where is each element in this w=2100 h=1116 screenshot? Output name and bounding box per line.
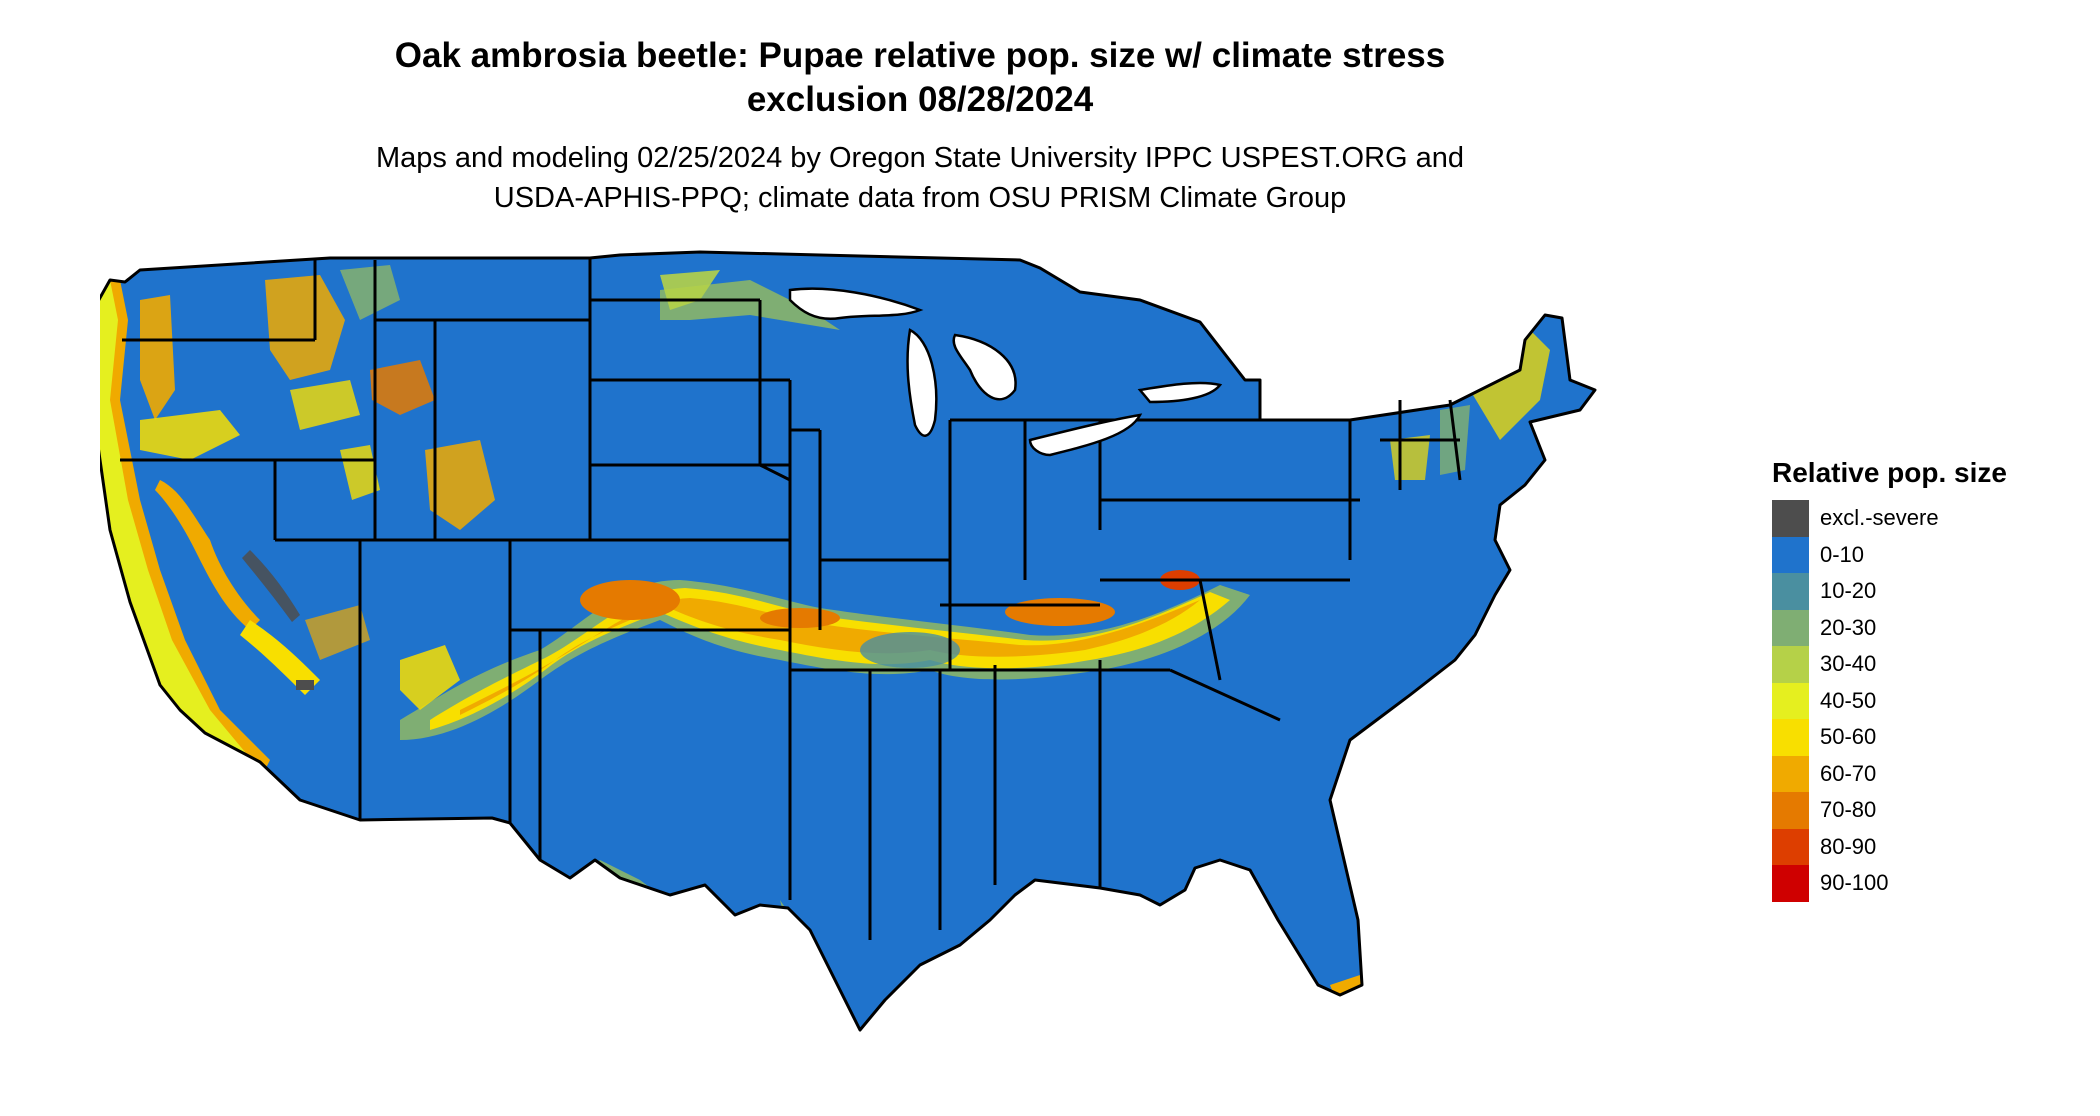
legend-label: 80-90 [1820, 833, 1877, 859]
maine-band [1470, 330, 1550, 440]
map-legend: Relative pop. size excl.-severe 0-10 10-20… [1772, 456, 2007, 902]
lake-ontario [1137, 381, 1223, 404]
nm-patch [400, 645, 460, 710]
legend-item: 70-80 [1772, 792, 2007, 829]
lake-erie [1028, 413, 1143, 457]
legend-swatch [1772, 609, 1809, 646]
legend-item: 80-90 [1772, 828, 2007, 865]
legend-swatch [1772, 828, 1809, 865]
legend-label: excl.-severe [1820, 505, 1939, 531]
title-line-2: exclusion 08/28/2024 [746, 80, 1094, 119]
legend-swatch [1772, 792, 1809, 829]
legend-item: 60-70 [1772, 755, 2007, 792]
legend-label: 30-40 [1820, 651, 1877, 677]
legend-title: Relative pop. size [1772, 457, 2007, 488]
legend-swatch [1772, 646, 1809, 683]
pacific-coast-edge [100, 270, 260, 780]
legend-items: excl.-severe 0-10 10-20 20-30 30-40 40-50 50-6… [1772, 500, 2007, 902]
legend-item: 50-60 [1772, 719, 2007, 756]
title-line-1: Oak ambrosia beetle: Pupae relative pop.… [394, 36, 1446, 75]
legend-item: 20-30 [1772, 609, 2007, 646]
oregon-patch [140, 410, 240, 460]
lake-huron [952, 333, 1017, 401]
idaho-south-patch [290, 380, 360, 430]
wyoming-patch [370, 360, 435, 415]
nc-hotspot [1005, 598, 1115, 626]
legend-swatch [1772, 500, 1809, 537]
legend-label: 40-50 [1820, 687, 1877, 713]
legend-swatch [1772, 573, 1809, 610]
colorado-patch [425, 440, 495, 530]
idaho-patch [265, 275, 345, 380]
colorado-river-excl [296, 680, 314, 690]
legend-item: 40-50 [1772, 682, 2007, 719]
texas-hotspot [580, 580, 680, 620]
southern-band-mid [430, 588, 1230, 730]
adirondack-patch [1390, 435, 1430, 480]
legend-swatch [1772, 755, 1809, 792]
legend-swatch [1772, 682, 1809, 719]
legend-swatch [1772, 865, 1809, 902]
legend-item: 90-100 [1772, 865, 2007, 902]
legend-label: 20-30 [1820, 614, 1877, 640]
legend-label: 0-10 [1820, 541, 1865, 567]
legend-label: 50-60 [1820, 724, 1877, 750]
subtitle-line-2: USDA-APHIS-PPQ; climate data from OSU PR… [493, 182, 1347, 214]
legend-item: 30-40 [1772, 646, 2007, 683]
legend-label: 60-70 [1820, 760, 1877, 786]
gulf-mixed-zone [860, 632, 960, 668]
arizona-patch [305, 605, 370, 660]
legend-item: 10-20 [1772, 573, 2007, 610]
map-subtitle: Maps and modeling 02/25/2024 by Oregon S… [0, 138, 1840, 218]
map-title: Oak ambrosia beetle: Pupae relative pop.… [0, 34, 1840, 122]
legend-item: excl.-severe [1772, 500, 2007, 537]
legend-swatch [1772, 536, 1809, 573]
cascade-patch [140, 295, 175, 420]
legend-swatch [1772, 719, 1809, 756]
great-lakes [788, 287, 1223, 457]
state-borders [100, 250, 1597, 1032]
desert-excl-zone [242, 550, 300, 622]
us-map [100, 250, 1597, 1032]
sierra-band [155, 480, 260, 630]
subtitle-line-1: Maps and modeling 02/25/2024 by Oregon S… [375, 142, 1465, 174]
legend-label: 70-80 [1820, 797, 1877, 823]
montana-west-patch [340, 265, 400, 320]
lake-superior [788, 287, 924, 321]
lake-michigan [906, 328, 938, 437]
legend-label: 10-20 [1820, 578, 1877, 604]
legend-label: 90-100 [1820, 870, 1889, 896]
legend-item: 0-10 [1772, 536, 2007, 573]
socal-band [240, 620, 320, 695]
arkansas-hotspot [760, 608, 840, 628]
